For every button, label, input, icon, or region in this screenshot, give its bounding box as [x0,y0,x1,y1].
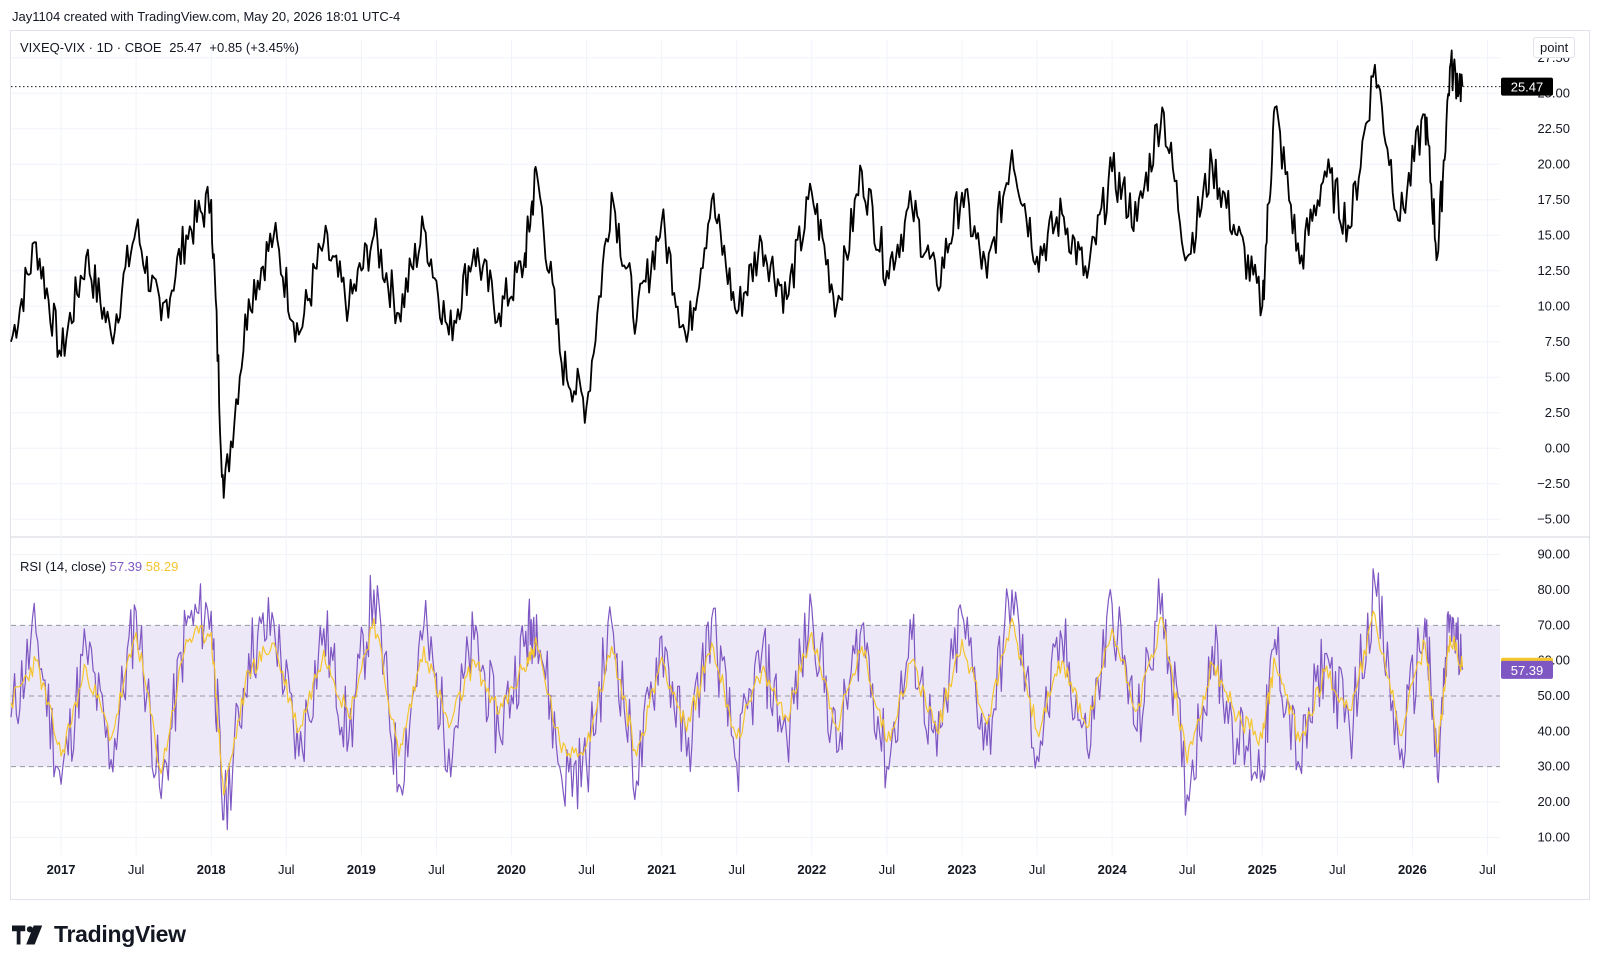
rsi-ma-line [10,610,1464,796]
time-axis-tick: 2025 [1248,862,1277,877]
time-axis-tick: Jul [1329,862,1346,877]
time-axis-tick: Jul [578,862,595,877]
time-axis-tick: 2019 [347,862,376,877]
time-axis-tick: Jul [1029,862,1046,877]
rsi-axis-tick: 10.00 [1537,829,1570,844]
price-axis-tick: −5.00 [1537,511,1570,526]
time-axis-tick: Jul [278,862,295,877]
rsi-ma-value: 58.29 [145,559,179,574]
rsi-axis-tick: 50.00 [1537,688,1570,703]
tradingview-brand[interactable]: TradingView [12,921,186,948]
rsi-value: 57.39 [109,559,143,574]
last-price-marker [1501,77,1553,96]
chart-frame [10,30,1590,900]
tradingview-logo-icon [12,925,43,944]
time-axis-tick: 2020 [497,862,526,877]
rsi-axis-tick: 20.00 [1537,794,1570,809]
price-axis-tick: 0.00 [1545,440,1570,455]
price-legend: VIXEQ-VIX · 1D · CBOE 25.47 +0.85 (+3.45… [20,40,303,55]
price-axis-tick: 10.00 [1537,298,1570,313]
rsi-marker-label: 57.39 [1511,663,1544,678]
price-change: +0.85 (+3.45%) [209,40,300,55]
chart-attribution: Jay1104 created with TradingView.com, Ma… [12,9,401,24]
time-axis-tick: 2021 [647,862,676,877]
rsi-axis-tick: 90.00 [1537,547,1570,562]
price-axis-tick: 7.50 [1545,334,1570,349]
rsi-line [10,568,1464,831]
rsi-series-layer [10,568,1464,831]
price-axis-tick: −2.50 [1537,476,1570,491]
time-axis-tick: Jul [128,862,145,877]
price-axis-tick: 12.50 [1537,263,1570,278]
time-axis-tick: Jul [1479,862,1496,877]
rsi-legend: RSI (14, close) 57.39 58.29 [20,559,178,574]
time-axis-tick: 2026 [1398,862,1427,877]
time-axis-tick: Jul [428,862,445,877]
last-price: 25.47 [169,40,202,55]
rsi-label: RSI (14, close) [20,559,106,574]
symbol-label: VIXEQ-VIX · 1D · CBOE [20,40,162,55]
price-axis-tick: 2.50 [1545,405,1570,420]
rsi-band-layer [11,624,1500,768]
time-axis-tick: Jul [1179,862,1196,877]
price-series-layer [10,49,1464,499]
rsi-axis-tick: 80.00 [1537,582,1570,597]
time-axis-tick: 2024 [1098,862,1128,877]
time-axis-tick: Jul [879,862,896,877]
marker-layer: 25.4758.2957.39 [11,77,1553,679]
price-axis-tick: 22.50 [1537,121,1570,136]
price-axis-tick: 15.00 [1537,227,1570,242]
time-axis-tick: 2022 [797,862,826,877]
price-axis-tick: 17.50 [1537,192,1570,207]
unit-label[interactable]: point [1533,37,1576,58]
time-axis-tick: 2023 [947,862,976,877]
price-line [10,49,1464,499]
last-price-marker-label: 25.47 [1511,80,1544,95]
time-axis-tick: 2018 [197,862,226,877]
rsi-axis-tick: 70.00 [1537,617,1570,632]
price-axis-tick: 5.00 [1545,369,1570,384]
rsi-marker [1501,660,1553,679]
rsi-axis-tick: 40.00 [1537,723,1570,738]
rsi-band [11,625,1500,767]
time-axis-tick: Jul [728,862,745,877]
price-axis-tick: 20.00 [1537,156,1570,171]
time-axis-tick: 2017 [47,862,76,877]
brand-name: TradingView [54,921,186,947]
rsi-axis-tick: 30.00 [1537,759,1570,774]
axis-layer: 27.5025.0022.5020.0017.5015.0012.5010.00… [47,50,1570,877]
